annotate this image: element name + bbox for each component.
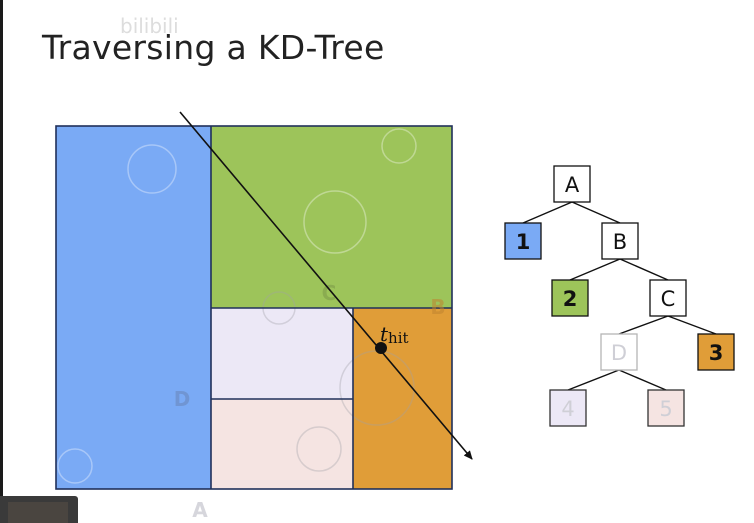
tree-edge-C-leaf3 (667, 315, 717, 335)
tree-edge-D-leaf5 (618, 369, 667, 391)
tree-node-label-leaf2: 2 (563, 287, 578, 311)
scene: D C B A thit (55, 111, 473, 522)
region-5-pink (211, 399, 353, 489)
scene-object-circle (381, 128, 417, 164)
scene-object-circle (57, 448, 93, 484)
tree-node-label-D: D (611, 341, 627, 365)
tree-node-box-A (553, 165, 591, 203)
tree-node-leaf2: 2 (551, 279, 589, 317)
tree-node-box-leaf2 (551, 279, 589, 317)
tree-node-box-C (649, 279, 687, 317)
region-2-green (211, 126, 452, 308)
region-label-D: D (174, 387, 191, 411)
scene-object-circle (296, 426, 342, 472)
tree-node-box-D (600, 333, 638, 371)
tree-node-leaf4: 4 (549, 389, 587, 427)
tree-node-label-B: B (613, 230, 627, 254)
scene-object-circle (127, 144, 177, 194)
tree-edge-C-D (618, 315, 669, 335)
slide-title: Traversing a KD-Tree (42, 28, 385, 67)
tree-node-label-C: C (661, 287, 676, 311)
tree-node-label-A: A (565, 173, 580, 197)
hit-point (375, 342, 387, 354)
tree-node-C: C (649, 279, 687, 317)
tree-edge-B-C (619, 258, 669, 281)
tree-node-box-leaf4 (549, 389, 587, 427)
webcam-feed (8, 502, 68, 523)
tree-nodes: A 1 B 2 C D 3 4 5 (504, 165, 735, 427)
region-4-lavender (211, 308, 353, 399)
tree-node-B: B (601, 222, 639, 260)
tree-node-leaf5: 5 (647, 389, 685, 427)
tree-node-leaf1: 1 (504, 222, 542, 260)
tree-node-label-leaf5: 5 (659, 397, 672, 421)
region-label-B: B (430, 295, 445, 319)
tree-node-label-leaf4: 4 (561, 397, 574, 421)
region-label-A: A (192, 498, 208, 522)
tree-node-box-B (601, 222, 639, 260)
tree-node-D: D (600, 333, 638, 371)
scene-border (55, 125, 453, 490)
tree-node-box-leaf5 (647, 389, 685, 427)
hit-label-t: t (380, 322, 389, 346)
watermark-logo: bilibili (120, 14, 179, 38)
scene-object-circle (303, 190, 367, 254)
tree-node-label-leaf1: 1 (516, 230, 531, 254)
tree-node-leaf3: 3 (697, 333, 735, 371)
tree-edges (522, 201, 717, 391)
tree-node-box-leaf1 (504, 222, 542, 260)
tree-node-label-leaf3: 3 (709, 341, 724, 365)
tree-edge-B-leaf2 (569, 258, 621, 281)
region-label-C: C (322, 281, 337, 305)
region-1-blue (56, 126, 211, 489)
split-planes (210, 126, 452, 489)
tree-node-A: A (553, 165, 591, 203)
tree-edge-A-B (571, 201, 621, 224)
hit-label-subscript: hit (388, 329, 409, 347)
tree-node-box-leaf3 (697, 333, 735, 371)
ray (179, 111, 473, 460)
webcam-overlay (0, 496, 78, 523)
hit-label: thit (380, 322, 409, 347)
tree-edge-A-leaf1 (522, 201, 573, 224)
tree-edge-D-leaf4 (567, 369, 620, 391)
left-edge-bar (0, 0, 3, 523)
